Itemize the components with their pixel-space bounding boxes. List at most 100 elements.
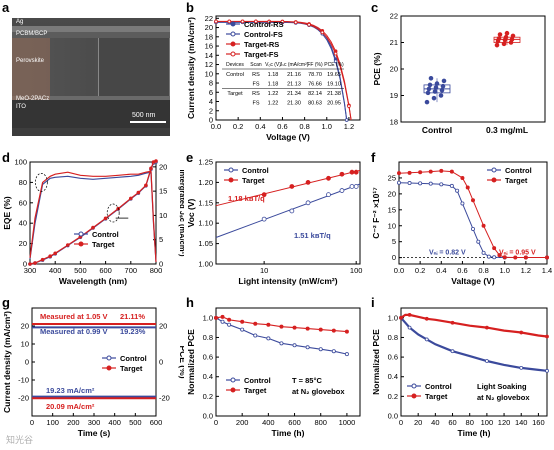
f-ytick-label: 15 <box>388 205 396 214</box>
i-xtick-label: 120 <box>498 418 511 427</box>
chart-panel-e: 10 100 1.00 1.05 1.10 1.15 1.20 1.25 Light inten… <box>186 158 363 287</box>
i-annotation-env: at N₂ glovebox <box>477 393 530 402</box>
b-point-Target-FS <box>227 19 232 24</box>
b-table-cell: FS <box>252 101 259 107</box>
b-point-Target-FS <box>320 30 325 35</box>
d-xlabel: Wavelength (nm) <box>59 276 127 286</box>
h-xtick-label: 0 <box>214 418 218 427</box>
h-point-Target <box>305 326 310 331</box>
b-ylabel: Current density (mA/cm²) <box>186 17 196 119</box>
b-legend-entry: Target-RS <box>244 40 279 49</box>
sem-label-meo2pacz: MeO-2PACz <box>16 96 50 102</box>
f-point-Target <box>407 170 412 175</box>
h-point-Target <box>227 317 232 322</box>
h-point-Control <box>279 341 284 346</box>
h-point-Target <box>266 322 271 327</box>
f-point-Target <box>502 255 507 260</box>
e-legend-swatch-marker <box>228 177 234 183</box>
h-point-Target <box>292 325 297 330</box>
f-series-Target <box>398 170 547 258</box>
d-legend-swatch-marker <box>78 231 84 237</box>
b-point-Target-FS <box>293 20 298 25</box>
h-xtick-label: 200 <box>236 418 249 427</box>
h-ytick-label: 0.2 <box>203 392 213 401</box>
b-xtick-label: 0.4 <box>255 122 265 131</box>
e-point-Target <box>339 171 345 177</box>
f-point-Target <box>465 185 470 190</box>
b-ytick-label: 10 <box>205 69 213 78</box>
f-point-Control <box>455 188 460 193</box>
f-ytick-label: 25 <box>388 173 396 182</box>
f-series-Control <box>398 182 547 258</box>
h-point-Target <box>331 328 336 333</box>
e-point-Target <box>289 184 295 189</box>
b-table-cell: 1.18 <box>268 72 279 78</box>
i-ytick-label: 0.2 <box>388 392 398 401</box>
d-jsc-Target <box>29 160 157 265</box>
f-point-Target <box>513 255 518 260</box>
h-ylabel: Normalized PCE <box>186 329 196 395</box>
b-table-cell: 21.13 <box>287 82 301 88</box>
e-point-Target <box>353 169 359 175</box>
e-ytick-label: 1.15 <box>198 198 213 207</box>
b-legend-entry: Control-FS <box>244 30 283 39</box>
c-frame <box>400 15 546 123</box>
h-legend-swatch-marker <box>230 387 236 393</box>
h-point-Control <box>305 345 310 350</box>
chart-panel-f: 0.0 0.2 0.4 0.6 0.8 1.0 1.2 1.4 0 5 10 15 20 25 Valtag… <box>371 161 552 286</box>
c-point <box>440 83 446 89</box>
e-ytick-label: 1.10 <box>198 219 213 228</box>
h-point-Control <box>292 343 297 348</box>
i-point-Target <box>399 315 403 320</box>
b-ytick-label: 20 <box>205 23 213 32</box>
f-legend-swatch-marker <box>491 167 497 173</box>
b-legend-entry: Control-RS <box>244 20 284 29</box>
h-xtick-label: 800 <box>314 418 327 427</box>
g-legend-entry: Target <box>120 364 143 373</box>
c-point <box>426 86 432 92</box>
e-legend-entry: Target <box>242 176 265 185</box>
i-xtick-label: 140 <box>515 418 528 427</box>
b-table-cell: FS <box>252 82 259 88</box>
b-point-Target-FS <box>307 22 311 27</box>
b-ytick-label: 18 <box>205 32 213 41</box>
f-point-Target <box>481 223 486 228</box>
d-legend-entry: Target <box>92 240 115 249</box>
h-series-Target <box>215 316 347 333</box>
f-ytick-label: 10 <box>388 221 396 230</box>
d-jsc-point <box>129 196 133 201</box>
i-xtick-label: 160 <box>532 418 545 427</box>
f-point-Target <box>492 246 497 251</box>
b-point-Control-FS <box>344 118 349 122</box>
d-jsc-point <box>103 216 108 221</box>
b-legend-swatch-marker <box>230 41 236 47</box>
f-point-Target <box>497 253 502 258</box>
d-jsc-point <box>91 225 95 230</box>
watermark: 知光谷 <box>6 435 34 445</box>
d-eqe-Target <box>29 170 157 263</box>
c-point <box>425 90 431 96</box>
g-ylabel: Current density (mA/cm²) <box>2 311 12 413</box>
b-point-Target-FS <box>280 19 285 24</box>
d-jsc-point <box>33 261 37 265</box>
b-table-cell: 1.22 <box>268 101 279 107</box>
sem-cross-section-image: Ag PCBM/BCP Perovskite MeO-2PACz ITO 500… <box>12 18 170 136</box>
e-xtick-label: 100 <box>350 266 363 275</box>
b-ytick-label: 6 <box>209 88 213 97</box>
b-table-cell: 21.38 <box>327 91 341 97</box>
b-point-Target-FS <box>333 51 338 56</box>
c-ytick-label: 21 <box>390 38 398 47</box>
scale-bar-label: 500 nm <box>132 112 156 119</box>
f-ylabel: C⁻² F⁻² ×10¹⁷ <box>371 187 381 239</box>
c-point <box>432 89 438 94</box>
i-point-Target <box>484 325 489 330</box>
b-legend-swatch-marker <box>230 51 236 57</box>
e-point-Target <box>261 192 267 198</box>
d-ylabel: EQE (%) <box>2 196 12 230</box>
e-point-Target <box>326 175 331 181</box>
i-point-Target <box>545 334 549 339</box>
i-xtick-label: 100 <box>481 418 494 427</box>
chart-panel-b: 0.0 0.2 0.4 0.6 0.8 1.0 1.2 0246810121416182022… <box>186 14 361 142</box>
i-point-Control <box>484 359 489 363</box>
